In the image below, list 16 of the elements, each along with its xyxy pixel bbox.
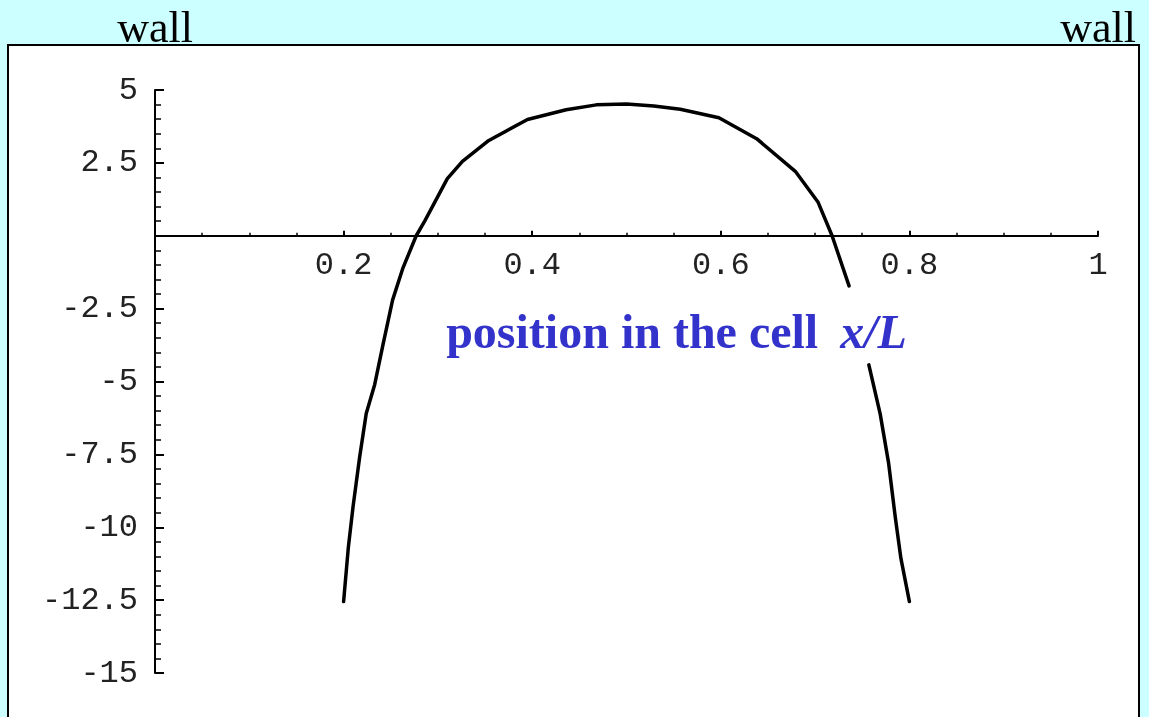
text: wall bbox=[117, 2, 193, 52]
x-tick-label: 1 bbox=[1088, 247, 1108, 285]
y-tick-label: -2.5 bbox=[61, 290, 138, 328]
y-tick-label: -15 bbox=[80, 654, 138, 692]
y-tick-label: -12.5 bbox=[41, 581, 138, 619]
y-tick-label: -5 bbox=[99, 363, 138, 400]
text: wall bbox=[1060, 2, 1136, 52]
x-axis-title: position in the cell x/L bbox=[446, 305, 907, 359]
y-tick-label: -7.5 bbox=[61, 435, 138, 473]
x-tick-label: 0.6 bbox=[692, 247, 750, 285]
x-tick-label: 0.4 bbox=[503, 247, 561, 285]
y-tick-label: 5 bbox=[118, 71, 138, 109]
y-tick-label: -10 bbox=[80, 508, 138, 546]
x-tick-label: 0.2 bbox=[314, 247, 373, 285]
y-tick-label: 2.5 bbox=[80, 144, 138, 182]
x-tick-label: 0.8 bbox=[880, 247, 939, 285]
